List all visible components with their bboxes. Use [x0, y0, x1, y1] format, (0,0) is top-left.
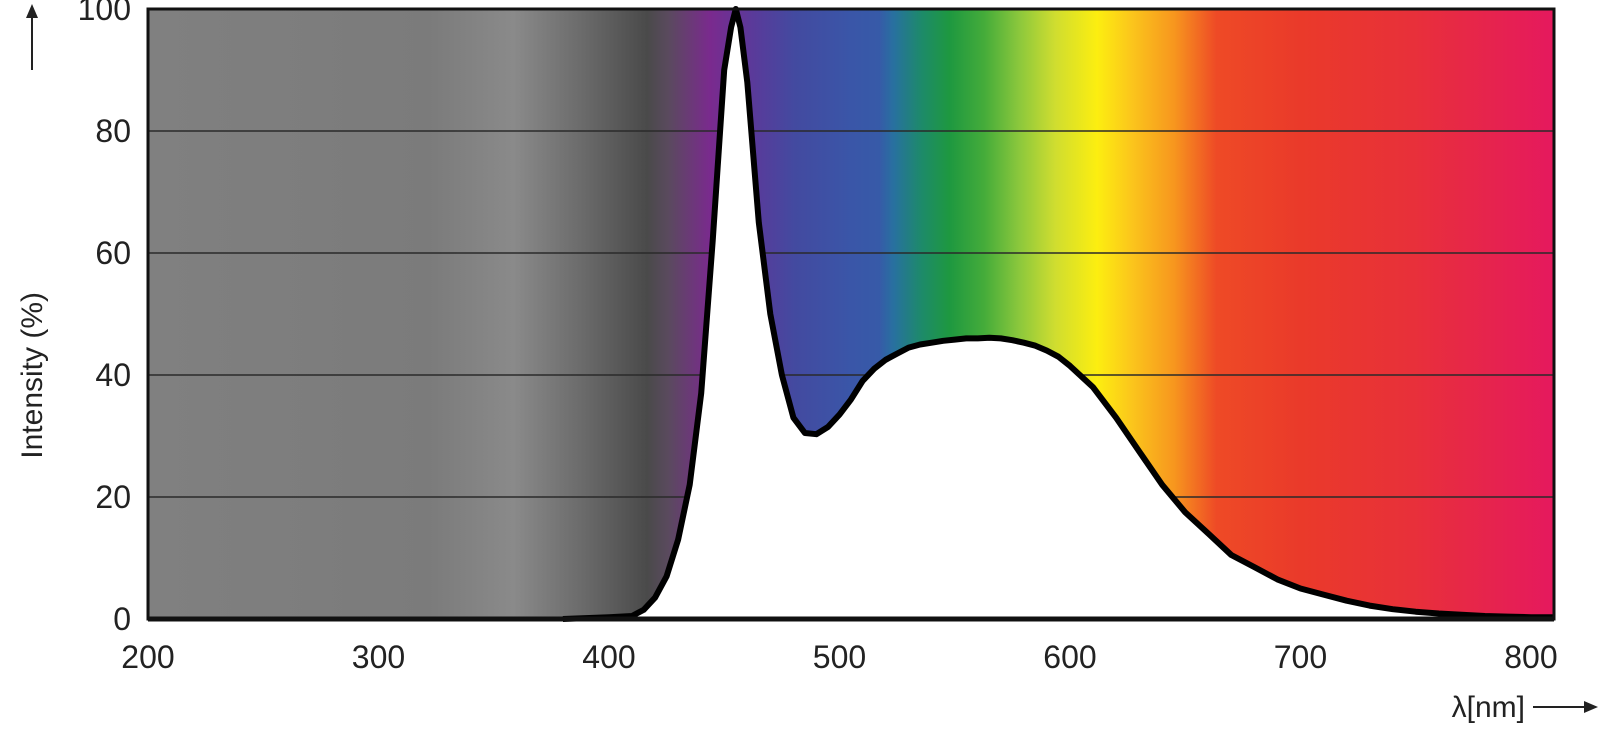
x-tick-label-700: 700 — [1274, 639, 1327, 675]
x-axis-title-group: λ[nm] — [1452, 691, 1598, 724]
y-tick-label-100: 100 — [78, 0, 131, 27]
x-tick-label-400: 400 — [582, 639, 635, 675]
y-axis-label: Intensity (%) — [16, 292, 49, 459]
x-axis-arrow-icon — [1584, 701, 1598, 713]
y-axis-title-group: Intensity (%) — [16, 4, 49, 459]
curve-fill-area — [562, 9, 1554, 619]
y-tick-label-0: 0 — [113, 601, 131, 637]
x-tick-label-200: 200 — [121, 639, 174, 675]
x-tick-label-800: 800 — [1504, 639, 1557, 675]
y-tick-labels: 0 20 40 60 80 100 — [78, 0, 131, 637]
x-tick-label-500: 500 — [813, 639, 866, 675]
gridlines — [148, 130, 1554, 498]
x-tick-label-300: 300 — [352, 639, 405, 675]
y-tick-label-20: 20 — [95, 479, 131, 515]
series-line — [562, 6, 1554, 622]
y-tick-label-60: 60 — [95, 235, 131, 271]
y-tick-label-80: 80 — [95, 113, 131, 149]
y-axis-arrow-icon — [26, 4, 38, 18]
x-tick-labels: 200 300 400 500 600 700 800 — [121, 639, 1557, 675]
x-axis-label: λ[nm] — [1452, 691, 1525, 724]
y-tick-label-40: 40 — [95, 357, 131, 393]
x-tick-label-600: 600 — [1043, 639, 1096, 675]
